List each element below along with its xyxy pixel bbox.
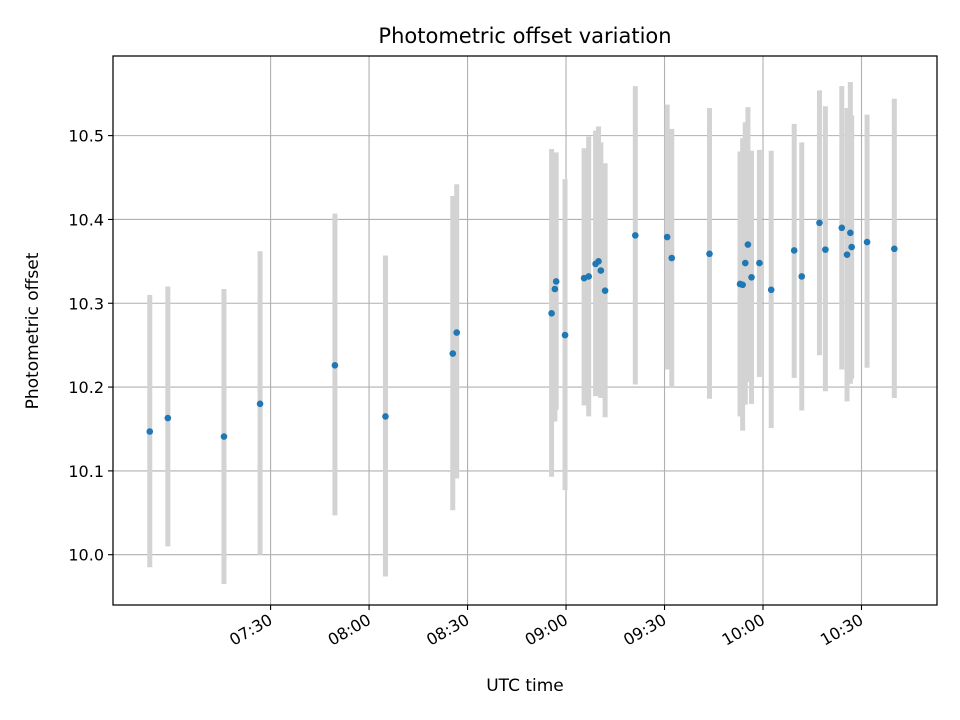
x-axis-label: UTC time [486,676,564,696]
chart-title: Photometric offset variation [378,24,671,48]
data-point [164,414,172,422]
data-point [146,428,154,435]
y-tick-label: 10.1 [68,462,104,481]
data-point [756,259,763,267]
data-point [220,433,228,440]
x-tick-label: 07:30 [226,610,275,650]
data-point [767,286,775,294]
data-point [595,258,602,265]
data-point [848,243,855,251]
x-tick-label: 09:00 [522,610,571,650]
data-point [816,219,823,227]
data-point [891,245,898,253]
y-tick-label: 10.2 [68,378,104,397]
data-point [601,287,609,294]
x-tick-label: 08:00 [325,610,374,650]
x-tick-label: 10:00 [719,610,768,650]
data-point [744,241,752,248]
data-point [843,251,851,258]
y-tick-label: 10.3 [68,294,104,313]
data-point [632,232,639,239]
y-tick-label: 10.4 [68,210,104,229]
data-point [798,273,806,280]
data-point [256,400,264,408]
data-point [706,250,713,258]
data-point [741,259,749,267]
data-point [838,224,846,232]
y-tick-label: 10.5 [68,127,104,146]
data-point [739,281,746,289]
data-point [331,361,339,369]
data-point [748,273,755,281]
x-axis-ticks: 07:30 08:00 08:30 09:00 09:30 10:00 10:30 [226,605,866,650]
data-point [822,246,829,253]
data-point [847,229,854,237]
plot-area-frame [112,55,938,606]
grid-lines [113,56,937,605]
data-point [449,350,457,357]
data-point [561,331,569,339]
errorbar-series [147,81,897,585]
point-series [146,219,898,440]
x-tick-label: 10:30 [817,610,866,650]
y-tick-label: 10.0 [68,546,104,565]
y-axis-ticks: 10.0 10.1 10.2 10.3 10.4 10.5 [68,127,113,565]
data-point [551,285,559,293]
data-point [382,413,389,420]
data-point [552,278,560,285]
data-point [663,233,671,241]
y-axis-label: Photometric offset [23,252,43,409]
x-tick-label: 08:30 [423,610,472,650]
x-tick-label: 09:30 [620,610,669,650]
data-point [548,310,555,317]
data-point [668,254,676,262]
data-point [790,247,798,254]
data-point [863,238,871,246]
data-point [585,273,592,280]
data-point [453,329,461,336]
data-point [597,267,605,274]
